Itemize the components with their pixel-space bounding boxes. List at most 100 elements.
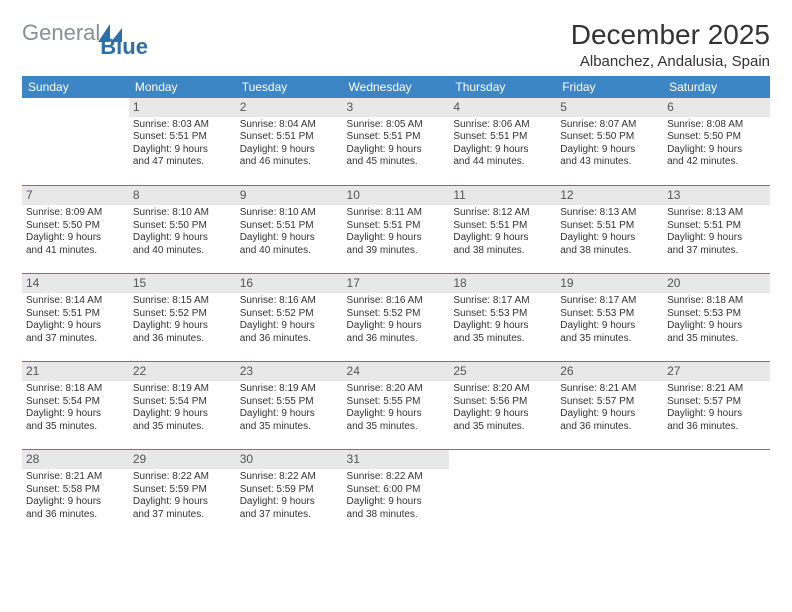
daylight-line2: and 38 minutes.: [453, 245, 552, 258]
daylight-line1: Daylight: 9 hours: [240, 320, 339, 333]
daylight-line2: and 36 minutes.: [347, 333, 446, 346]
day-number: 2: [236, 98, 343, 117]
weekday-wed: Wednesday: [343, 76, 450, 98]
day-number: 6: [663, 98, 770, 117]
day-number: 3: [343, 98, 450, 117]
calendar-day-cell: 13Sunrise: 8:13 AMSunset: 5:51 PMDayligh…: [663, 186, 770, 274]
daylight-line2: and 46 minutes.: [240, 156, 339, 169]
daylight-line1: Daylight: 9 hours: [26, 408, 125, 421]
day-number: 5: [556, 98, 663, 117]
daylight-line2: and 35 minutes.: [240, 421, 339, 434]
sunrise-text: Sunrise: 8:07 AM: [560, 119, 659, 132]
daylight-line2: and 38 minutes.: [347, 509, 446, 522]
daylight-line1: Daylight: 9 hours: [560, 232, 659, 245]
day-number: 15: [129, 274, 236, 293]
day-number: 21: [22, 362, 129, 381]
sunset-text: Sunset: 5:53 PM: [667, 308, 766, 321]
sunset-text: Sunset: 5:50 PM: [667, 131, 766, 144]
day-number: 26: [556, 362, 663, 381]
daylight-line2: and 37 minutes.: [240, 509, 339, 522]
day-number: 18: [449, 274, 556, 293]
month-title: December 2025: [571, 20, 770, 51]
sunrise-text: Sunrise: 8:22 AM: [133, 471, 232, 484]
daylight-line2: and 36 minutes.: [560, 421, 659, 434]
daylight-line1: Daylight: 9 hours: [347, 496, 446, 509]
day-number: 22: [129, 362, 236, 381]
daylight-line2: and 36 minutes.: [133, 333, 232, 346]
sunset-text: Sunset: 5:51 PM: [240, 220, 339, 233]
calendar-day-cell: 29Sunrise: 8:22 AMSunset: 5:59 PMDayligh…: [129, 450, 236, 538]
sunrise-text: Sunrise: 8:19 AM: [240, 383, 339, 396]
calendar-day-cell: 26Sunrise: 8:21 AMSunset: 5:57 PMDayligh…: [556, 362, 663, 450]
daylight-line1: Daylight: 9 hours: [453, 232, 552, 245]
daylight-line1: Daylight: 9 hours: [560, 144, 659, 157]
calendar-day-cell: [663, 450, 770, 538]
sunrise-text: Sunrise: 8:21 AM: [26, 471, 125, 484]
calendar-week-row: 14Sunrise: 8:14 AMSunset: 5:51 PMDayligh…: [22, 274, 770, 362]
day-number: 27: [663, 362, 770, 381]
title-block: December 2025 Albanchez, Andalusia, Spai…: [571, 20, 770, 70]
day-number: 7: [22, 186, 129, 205]
daylight-line2: and 40 minutes.: [240, 245, 339, 258]
daylight-line1: Daylight: 9 hours: [240, 496, 339, 509]
day-number: 31: [343, 450, 450, 469]
day-number: 4: [449, 98, 556, 117]
sunset-text: Sunset: 5:50 PM: [560, 131, 659, 144]
sunset-text: Sunset: 5:52 PM: [240, 308, 339, 321]
daylight-line1: Daylight: 9 hours: [667, 232, 766, 245]
calendar-day-cell: [449, 450, 556, 538]
sunset-text: Sunset: 5:55 PM: [347, 396, 446, 409]
sunrise-text: Sunrise: 8:10 AM: [240, 207, 339, 220]
weekday-tue: Tuesday: [236, 76, 343, 98]
daylight-line1: Daylight: 9 hours: [133, 144, 232, 157]
weekday-sat: Saturday: [663, 76, 770, 98]
sunrise-text: Sunrise: 8:14 AM: [26, 295, 125, 308]
sunset-text: Sunset: 5:51 PM: [560, 220, 659, 233]
daylight-line1: Daylight: 9 hours: [347, 408, 446, 421]
sunrise-text: Sunrise: 8:04 AM: [240, 119, 339, 132]
calendar-day-cell: 18Sunrise: 8:17 AMSunset: 5:53 PMDayligh…: [449, 274, 556, 362]
daylight-line2: and 40 minutes.: [133, 245, 232, 258]
daylight-line1: Daylight: 9 hours: [347, 144, 446, 157]
sunset-text: Sunset: 5:57 PM: [560, 396, 659, 409]
sunset-text: Sunset: 5:55 PM: [240, 396, 339, 409]
day-number: 23: [236, 362, 343, 381]
calendar-day-cell: [556, 450, 663, 538]
calendar-day-cell: 16Sunrise: 8:16 AMSunset: 5:52 PMDayligh…: [236, 274, 343, 362]
sunset-text: Sunset: 5:53 PM: [560, 308, 659, 321]
sunset-text: Sunset: 6:00 PM: [347, 484, 446, 497]
sunset-text: Sunset: 5:51 PM: [347, 131, 446, 144]
calendar-day-cell: 5 Sunrise: 8:07 AMSunset: 5:50 PMDaylight…: [556, 98, 663, 186]
sunrise-text: Sunrise: 8:20 AM: [453, 383, 552, 396]
calendar-day-cell: 6Sunrise: 8:08 AMSunset: 5:50 PMDaylight…: [663, 98, 770, 186]
sunset-text: Sunset: 5:51 PM: [453, 131, 552, 144]
logo-word-blue: Blue: [100, 36, 148, 58]
daylight-line2: and 37 minutes.: [667, 245, 766, 258]
calendar-body: 1Sunrise: 8:03 AMSunset: 5:51 PMDaylight…: [22, 98, 770, 538]
sunrise-text: Sunrise: 8:22 AM: [240, 471, 339, 484]
daylight-line1: Daylight: 9 hours: [26, 320, 125, 333]
day-number: 12: [556, 186, 663, 205]
daylight-line1: Daylight: 9 hours: [240, 232, 339, 245]
calendar-day-cell: 4Sunrise: 8:06 AMSunset: 5:51 PMDaylight…: [449, 98, 556, 186]
weekday-mon: Monday: [129, 76, 236, 98]
logo-word-general: General: [22, 22, 100, 44]
sunrise-text: Sunrise: 8:08 AM: [667, 119, 766, 132]
daylight-line1: Daylight: 9 hours: [133, 232, 232, 245]
sunset-text: Sunset: 5:54 PM: [133, 396, 232, 409]
calendar-day-cell: 25Sunrise: 8:20 AMSunset: 5:56 PMDayligh…: [449, 362, 556, 450]
daylight-line2: and 43 minutes.: [560, 156, 659, 169]
sunrise-text: Sunrise: 8:16 AM: [240, 295, 339, 308]
sunrise-text: Sunrise: 8:19 AM: [133, 383, 232, 396]
daylight-line1: Daylight: 9 hours: [453, 144, 552, 157]
sunset-text: Sunset: 5:58 PM: [26, 484, 125, 497]
calendar-day-cell: 22Sunrise: 8:19 AMSunset: 5:54 PMDayligh…: [129, 362, 236, 450]
day-number: 10: [343, 186, 450, 205]
calendar-week-row: 28Sunrise: 8:21 AMSunset: 5:58 PMDayligh…: [22, 450, 770, 538]
daylight-line2: and 35 minutes.: [347, 421, 446, 434]
daylight-line2: and 37 minutes.: [26, 333, 125, 346]
daylight-line2: and 35 minutes.: [453, 333, 552, 346]
calendar-day-cell: 1Sunrise: 8:03 AMSunset: 5:51 PMDaylight…: [129, 98, 236, 186]
calendar-day-cell: 10Sunrise: 8:11 AMSunset: 5:51 PMDayligh…: [343, 186, 450, 274]
daylight-line2: and 35 minutes.: [133, 421, 232, 434]
